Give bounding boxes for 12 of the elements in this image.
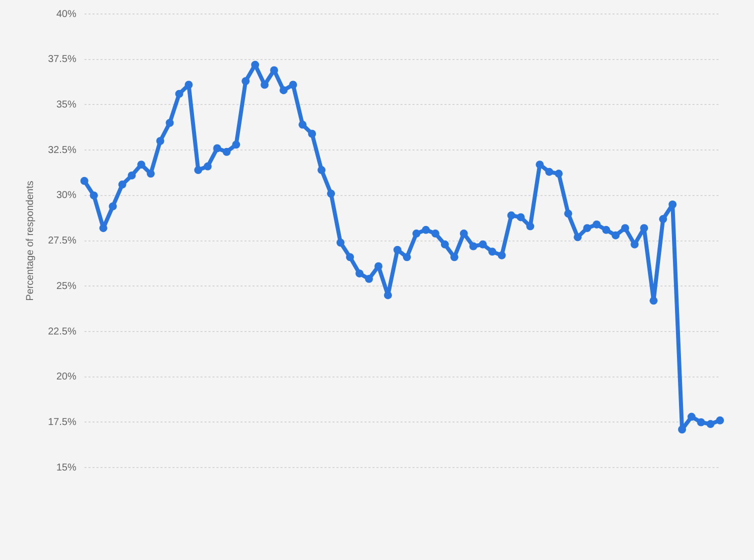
y-tick-label: 37.5% (48, 54, 76, 66)
y-tick-label: 17.5% (48, 416, 76, 428)
y-tick-label: 30% (56, 190, 76, 202)
y-tick-label: 20% (56, 372, 76, 383)
y-tick-label: 32.5% (48, 144, 76, 156)
y-axis-title: Percentage of respondents (24, 180, 36, 301)
y-tick-label: 40% (56, 8, 76, 20)
y-tick-label: 35% (56, 99, 76, 110)
y-tick-label: 27.5% (48, 236, 76, 247)
y-tick-label: 15% (56, 462, 76, 474)
y-tick-label: 25% (56, 280, 76, 292)
y-tick-label: 22.5% (48, 326, 76, 338)
